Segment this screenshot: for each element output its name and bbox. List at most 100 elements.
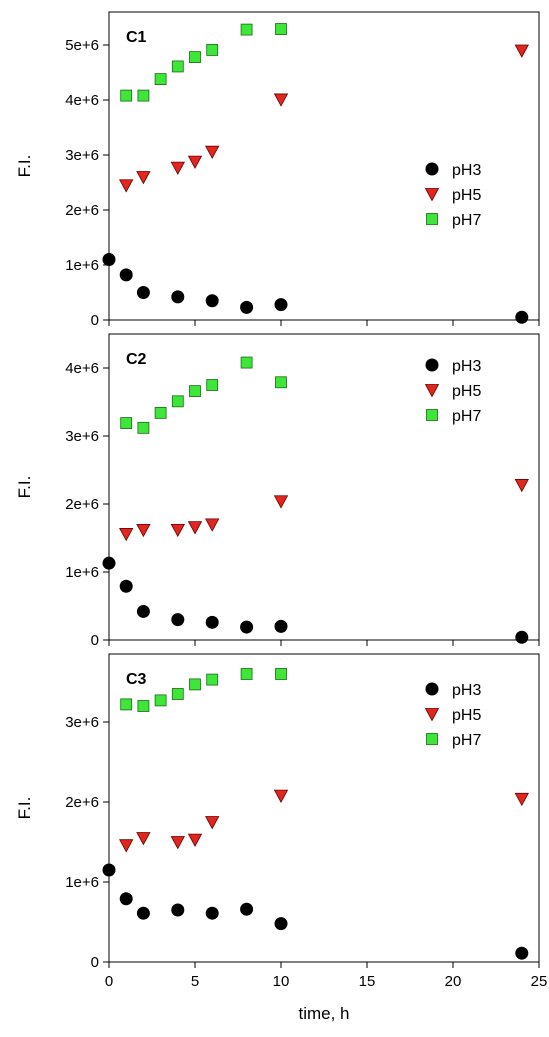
y-tick-label: 2e+6: [65, 202, 99, 219]
series-ph7: [120, 356, 287, 434]
legend: pH3 pH5 pH7: [424, 162, 481, 229]
data-point: [170, 836, 185, 850]
data-point: [189, 385, 201, 398]
series-ph3: [102, 253, 529, 324]
panel-title: C1: [126, 29, 147, 46]
panel-c1: 0 1e+6 2e+6 3e+6 4e+6 5e+6 F.I. C1 pH3 pH5 pH7: [15, 11, 540, 329]
data-point: [205, 518, 220, 532]
legend: pH3 pH5 pH7: [424, 682, 481, 749]
y-tick-label: 3e+6: [65, 147, 99, 164]
plot-frame: [108, 333, 540, 641]
data-point: [187, 155, 203, 169]
data-point: [120, 417, 133, 429]
data-point: [119, 528, 134, 542]
y-tick-label: 2e+6: [65, 496, 99, 513]
data-point: [154, 694, 167, 707]
data-point: [171, 688, 184, 700]
y-tick-label: 0: [91, 954, 99, 971]
data-point: [240, 356, 253, 369]
data-point: [136, 523, 151, 538]
legend-marker-ph3: [425, 162, 439, 176]
data-point: [136, 832, 151, 846]
x-tick-label: 20: [445, 973, 462, 990]
data-point: [119, 839, 134, 853]
y-tick-label: 4e+6: [65, 360, 99, 377]
data-point: [120, 698, 133, 711]
y-tick-label: 1e+6: [65, 874, 99, 891]
legend-label: pH7: [452, 732, 481, 749]
legend-marker-ph3: [425, 358, 439, 372]
data-point: [274, 619, 288, 633]
series-ph5: [119, 44, 529, 193]
y-tick-label: 0: [91, 312, 99, 329]
data-point: [205, 906, 219, 920]
data-point: [515, 310, 529, 324]
data-point: [514, 44, 529, 58]
data-point: [275, 376, 287, 389]
data-point: [187, 521, 203, 535]
x-tick-label: 15: [359, 973, 376, 990]
data-point: [189, 51, 201, 63]
legend: pH3 pH5 pH7: [424, 358, 481, 425]
data-point: [102, 863, 116, 877]
data-point: [515, 946, 529, 960]
data-point: [119, 579, 133, 593]
data-point: [102, 253, 116, 266]
series-ph3: [102, 863, 529, 960]
data-point: [171, 613, 185, 627]
x-tick-label: 10: [273, 973, 290, 990]
data-point: [170, 161, 185, 175]
data-point: [206, 44, 219, 56]
data-point: [171, 60, 184, 73]
data-point: [515, 630, 529, 644]
data-point: [171, 395, 184, 408]
data-point: [206, 379, 219, 391]
legend-marker-ph7: [426, 733, 438, 745]
data-point: [275, 668, 287, 680]
x-tick-label: 0: [105, 973, 113, 990]
y-tick-label: 4e+6: [65, 92, 99, 109]
legend-label: pH7: [452, 408, 481, 425]
series-ph7: [120, 668, 287, 712]
legend-label: pH7: [452, 212, 481, 229]
x-tick-label: 25: [531, 973, 548, 990]
data-point: [187, 833, 203, 847]
data-point: [240, 300, 254, 314]
data-point: [240, 620, 254, 634]
y-axis-title: F.I.: [15, 155, 34, 178]
data-point: [514, 479, 529, 493]
legend-marker-ph3: [425, 682, 439, 696]
legend-marker-ph7: [426, 213, 438, 225]
series-ph5: [119, 479, 529, 542]
data-point: [102, 556, 116, 570]
data-point: [273, 789, 289, 803]
y-tick-label: 5e+6: [65, 37, 99, 54]
legend-label: pH3: [452, 682, 481, 699]
data-point: [119, 179, 134, 193]
data-point: [154, 73, 167, 85]
series-ph7: [120, 23, 287, 102]
x-tick-label: 5: [191, 973, 199, 990]
data-point: [205, 816, 220, 830]
data-point: [273, 495, 289, 509]
panel-title: C3: [126, 671, 147, 688]
legend-marker-ph7: [426, 409, 438, 421]
legend-marker-ph5: [424, 188, 440, 202]
data-point: [205, 145, 220, 160]
panel-c3: 01e+62e+63e+60 5 10 15 20 25F.I.time, hC3pH3p…: [15, 653, 548, 1023]
y-axis-title: F.I.: [15, 476, 34, 499]
data-point: [514, 792, 529, 807]
data-point: [189, 678, 201, 691]
legend-marker-ph5: [424, 384, 440, 398]
legend-label: pH5: [452, 707, 481, 724]
data-point: [206, 673, 219, 686]
data-point: [274, 917, 288, 931]
data-point: [274, 298, 288, 312]
series-ph3: [102, 556, 529, 644]
legend-marker-ph5: [424, 708, 440, 722]
data-point: [240, 23, 253, 36]
data-point: [170, 523, 185, 538]
data-point: [205, 615, 219, 629]
y-tick-label: 2e+6: [65, 794, 99, 811]
data-point: [240, 902, 254, 916]
